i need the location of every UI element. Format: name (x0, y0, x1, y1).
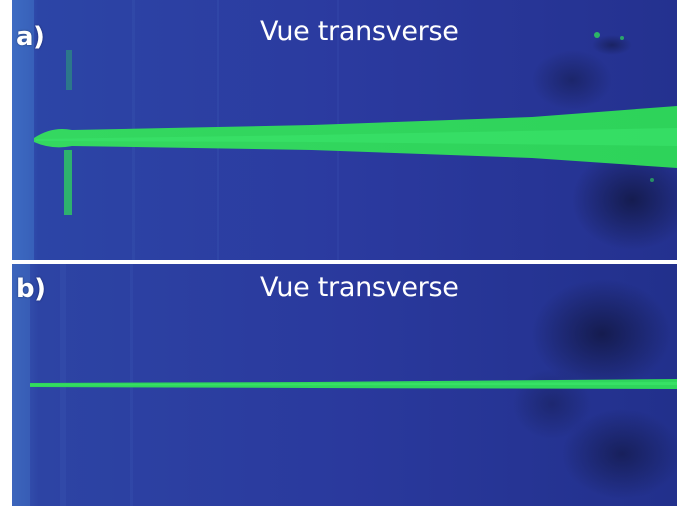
panel-b-title: Vue transverse (260, 272, 459, 303)
panel-a: a) Vue transverse (12, 0, 677, 260)
panel-b-image (12, 264, 677, 506)
speckle (620, 36, 624, 40)
dark-patch (562, 409, 677, 499)
panel-a-label: a) (16, 22, 45, 52)
panel-b-left-edge (12, 264, 30, 506)
speckle (650, 178, 654, 182)
dark-patch (592, 35, 632, 55)
dark-patch (512, 369, 592, 439)
panel-a-image (12, 0, 677, 260)
panel-a-dark-patch (572, 150, 677, 250)
panel-a-vertical-feature (64, 150, 72, 215)
panel-b: b) Vue transverse (12, 264, 677, 506)
panel-b-dark-patch (532, 279, 672, 389)
panel-divider (12, 260, 677, 264)
beam-core (36, 128, 677, 146)
beam-core (30, 382, 677, 386)
dark-patch (532, 50, 612, 110)
panel-b-label: b) (16, 274, 46, 304)
speckle (594, 32, 600, 38)
panel-a-title: Vue transverse (260, 16, 459, 47)
panel-a-left-edge (12, 0, 34, 260)
figure: a) Vue transverse (12, 0, 677, 506)
faint-feature (66, 50, 72, 90)
